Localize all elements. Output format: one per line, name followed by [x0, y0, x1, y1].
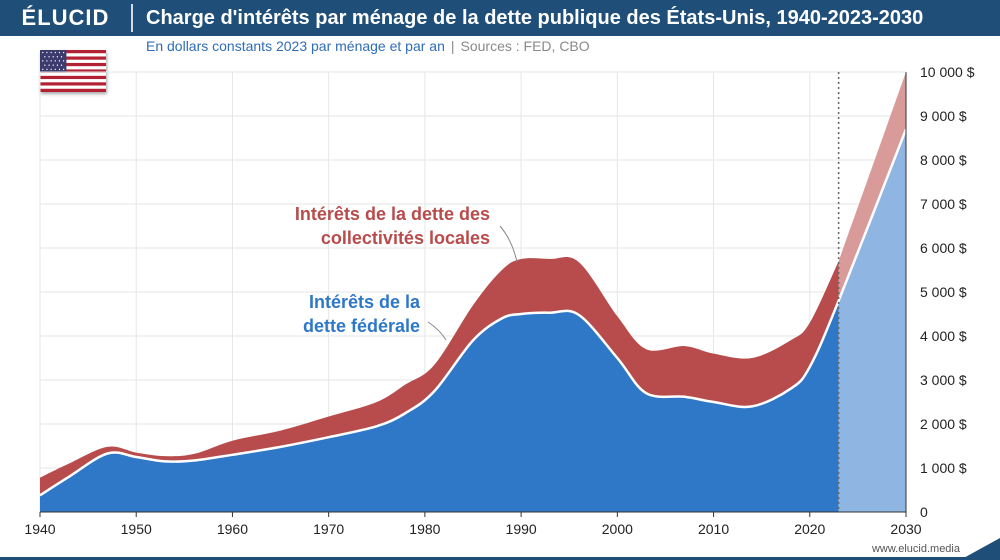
y-tick-label: 3 000 $ [920, 372, 967, 388]
chart-subtitle: En dollars constants 2023 par ménage et … [146, 38, 590, 54]
area-series [39, 72, 908, 512]
x-tick-label: 1980 [409, 521, 440, 537]
x-tick-label: 2020 [794, 521, 825, 537]
series-line-federal [39, 128, 908, 497]
x-tick-label: 1970 [313, 521, 344, 537]
x-tick-label: 1990 [506, 521, 537, 537]
y-tick-label: 0 [920, 504, 928, 520]
elucid-logo[interactable]: ÉLUCID [0, 0, 131, 36]
corner-accent [960, 538, 1000, 560]
title-bar [0, 0, 1000, 36]
annotation-federal-line1: Intérêts de la [309, 292, 421, 312]
y-tick-label: 1 000 $ [920, 460, 967, 476]
logo-divider [131, 4, 133, 32]
y-tick-label: 7 000 $ [920, 196, 967, 212]
x-tick-label: 1950 [121, 521, 152, 537]
y-tick-label: 6 000 $ [920, 240, 967, 256]
x-tick-label: 2000 [602, 521, 633, 537]
area-local-historical [40, 257, 839, 496]
footer-bar [0, 557, 1000, 560]
x-tick-label: 1940 [24, 521, 55, 537]
us-flag-icon [40, 50, 106, 92]
annotation-leader-local [499, 225, 518, 263]
area-federal-projection [838, 129, 906, 512]
subtitle-text: En dollars constants 2023 par ménage et … [146, 38, 445, 54]
watermark[interactable]: www.elucid.media [871, 543, 960, 555]
annotations: Intérêts de la dette des collectivités lo… [295, 204, 518, 341]
chart-title: Charge d'intérêts par ménage de la dette… [146, 7, 924, 29]
sources-text: Sources : FED, CBO [460, 38, 590, 54]
area-local-projection [838, 72, 906, 301]
x-tick-label: 2010 [698, 521, 729, 537]
annotation-federal-line2: dette fédérale [303, 316, 420, 336]
subtitle-separator: | [450, 38, 455, 54]
area-federal-historical [40, 300, 839, 512]
y-tick-label: 8 000 $ [920, 152, 967, 168]
y-tick-label: 9 000 $ [920, 108, 967, 124]
y-tick-label: 10 000 $ [920, 64, 975, 80]
annotation-local-line1: Intérêts de la dette des [295, 204, 490, 224]
x-tick-label: 2030 [890, 521, 921, 537]
y-tick-label: 4 000 $ [920, 328, 967, 344]
axes: 0 1 000 $ 2 000 $ 3 000 $ 4 000 $ 5 000 $ 6 00… [24, 64, 974, 537]
annotation-leader-federal [427, 321, 447, 341]
annotation-local-line2: collectivités locales [321, 228, 490, 248]
x-tick-label: 1960 [217, 521, 248, 537]
y-tick-label: 5 000 $ [920, 284, 967, 300]
y-tick-label: 2 000 $ [920, 416, 967, 432]
